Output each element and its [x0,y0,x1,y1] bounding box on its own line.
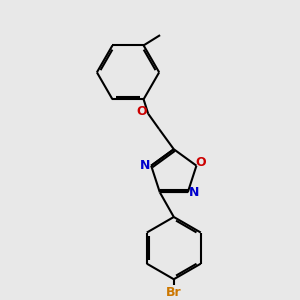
Text: O: O [196,156,206,169]
Text: Br: Br [166,286,182,298]
Text: O: O [136,105,147,119]
Text: N: N [189,186,199,199]
Text: N: N [140,159,150,172]
